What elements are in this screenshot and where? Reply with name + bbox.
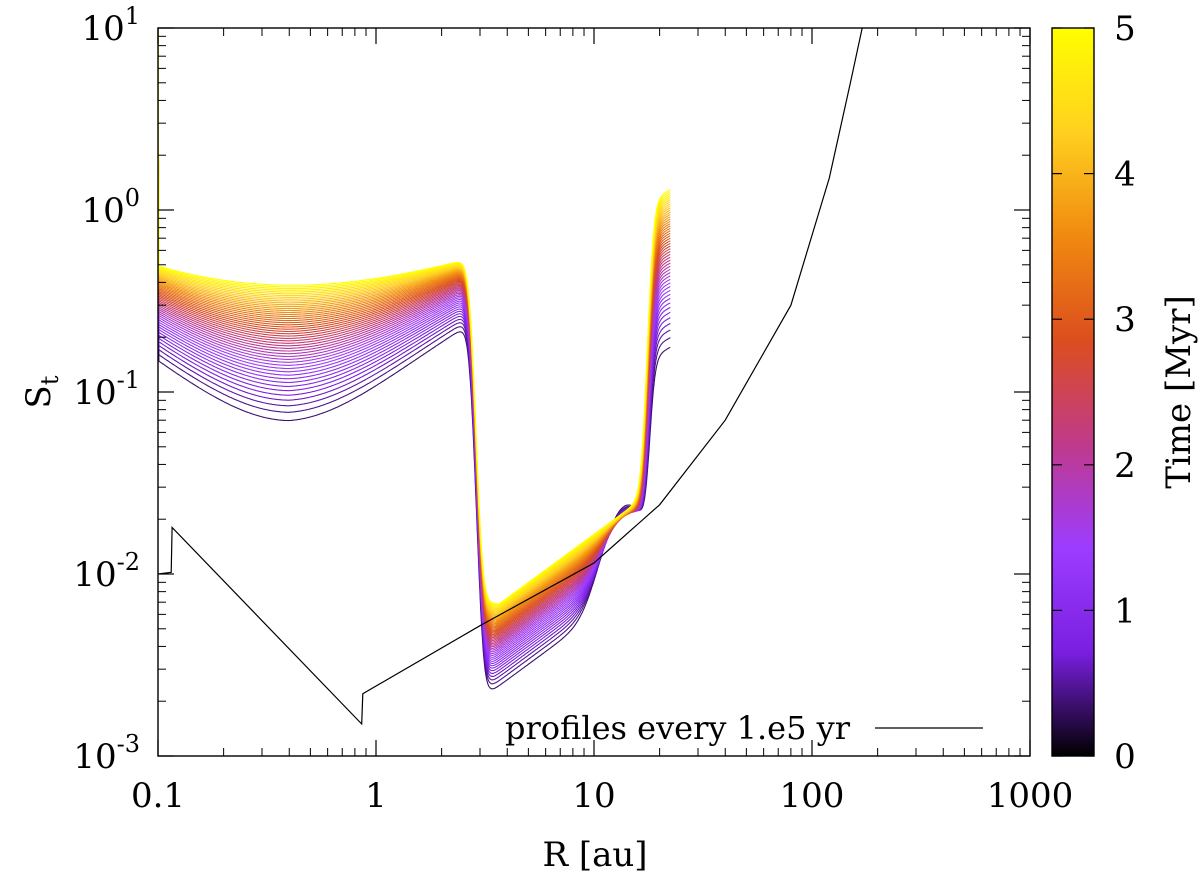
profile-line [158, 28, 671, 623]
colorbar: 0 1 2 3 4 5 [1051, 9, 1136, 777]
x-tick-label: 0.1 [131, 776, 185, 816]
y-tick-label: 100 [81, 184, 140, 231]
profile-curves [158, 28, 863, 726]
profile-line [158, 28, 671, 664]
profile-line [158, 28, 671, 642]
profile-line [158, 28, 671, 612]
profile-line [158, 28, 671, 616]
profile-line [158, 28, 671, 681]
profile-line [158, 28, 671, 625]
colorbar-tick-label: 2 [1114, 446, 1136, 486]
legend-label: profiles every 1.e5 yr [505, 709, 851, 747]
y-axis-label: St [19, 375, 64, 408]
profile-line [158, 28, 671, 608]
colorbar-tick-label: 1 [1114, 591, 1136, 631]
svg-text:St: St [19, 375, 64, 408]
profile-line [158, 28, 671, 633]
profile-line [158, 28, 671, 630]
profile-line [158, 28, 671, 606]
profile-line [158, 28, 671, 643]
profile-line [158, 28, 671, 617]
profile-line [158, 28, 671, 669]
legend: profiles every 1.e5 yr [505, 709, 983, 747]
profile-line [158, 28, 671, 649]
colorbar-gradient [1051, 27, 1095, 757]
profile-line [158, 28, 671, 656]
profile-line [158, 28, 671, 632]
profile-line [158, 28, 671, 660]
profile-line [158, 28, 671, 637]
profile-line [158, 28, 671, 674]
colorbar-label: Time [Myr] [1159, 295, 1199, 489]
profile-line [158, 28, 671, 607]
profile-line [158, 28, 671, 690]
x-tick-label: 100 [780, 776, 845, 816]
profile-line [158, 28, 671, 685]
x-tick-label: 10 [572, 776, 615, 816]
profile-line [158, 28, 671, 621]
profile-line [158, 28, 671, 645]
profile-line [158, 28, 671, 640]
profile-line [158, 28, 671, 611]
profile-line [158, 28, 671, 636]
profile-line [158, 28, 671, 614]
colorbar-tick-label: 0 [1114, 737, 1136, 777]
profile-line [158, 28, 671, 667]
profile-line [158, 28, 671, 658]
profile-line [158, 28, 671, 627]
profile-line [158, 28, 671, 626]
profile-line [158, 28, 671, 651]
colorbar-tick-label: 5 [1114, 9, 1136, 49]
initial-profile-line [158, 28, 863, 726]
x-tick-label: 1 [365, 776, 387, 816]
x-tick-label: 1000 [987, 776, 1074, 816]
colorbar-tick-label: 4 [1114, 155, 1136, 195]
profile-line [158, 28, 671, 629]
profile-line [158, 28, 671, 653]
profile-line [158, 28, 671, 655]
colorbar-tick-label: 3 [1114, 300, 1136, 340]
profile-line [158, 28, 671, 677]
plot-axes: 0.1 1 10 100 1000 101 100 10-1 10-2 10-3 [73, 2, 1073, 816]
profile-line [158, 28, 671, 610]
y-tick-label: 10-2 [73, 548, 140, 595]
profile-line [158, 28, 671, 648]
x-axis-label: R [au] [542, 835, 647, 875]
y-tick-label: 10-3 [73, 730, 140, 777]
profile-line [158, 28, 671, 646]
y-tick-label: 101 [81, 2, 140, 49]
profile-line [158, 28, 671, 672]
profile-line [158, 28, 671, 634]
profile-line [158, 28, 671, 662]
profile-line [158, 28, 671, 619]
profile-line [158, 28, 671, 622]
plot-frame [157, 27, 1031, 757]
y-tick-label: 10-1 [73, 366, 140, 413]
profile-line [158, 28, 671, 618]
profile-line [158, 28, 671, 613]
profile-line [158, 28, 671, 605]
